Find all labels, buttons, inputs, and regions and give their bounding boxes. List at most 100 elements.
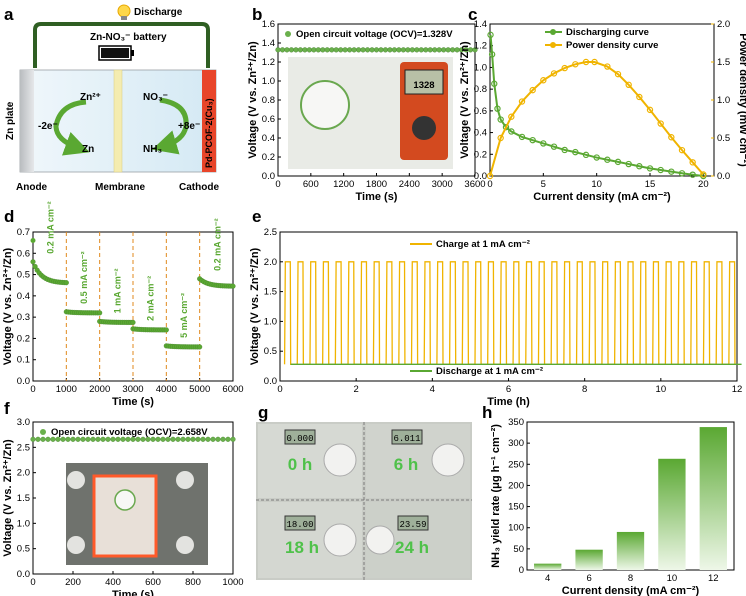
data-point <box>508 128 515 135</box>
data-point <box>572 61 579 68</box>
data-point <box>582 151 590 159</box>
bar <box>699 427 727 570</box>
y2-tick-label: 0.5 <box>717 133 730 144</box>
multimeter-display <box>391 429 423 445</box>
data-point <box>518 98 526 105</box>
anode-label: Anode <box>16 182 48 193</box>
data-point <box>625 160 632 168</box>
x-tick-label: 0 <box>275 179 280 190</box>
ocv-point <box>150 436 156 442</box>
ocv-point <box>195 436 201 442</box>
data-point <box>636 163 643 170</box>
y-axis-label: Voltage (V vs. Zn²⁺/Zn) <box>459 41 471 159</box>
ocv-point <box>329 47 335 53</box>
y-axis-label: Voltage (V vs. Zn²⁺/Zn) <box>249 247 261 365</box>
y-axis-label: Voltage (V vs. Zn²⁺/Zn) <box>247 41 259 159</box>
legend-label: Charge at 1 mA cm⁻² <box>436 239 530 250</box>
y-tick-label: 0.0 <box>17 569 30 580</box>
data-point <box>668 168 675 175</box>
data-point <box>508 113 515 120</box>
x-tick-label: 10 <box>591 179 602 190</box>
data-point <box>625 81 632 89</box>
data-point <box>614 158 622 166</box>
ocv-point <box>80 436 86 442</box>
series-line-0 <box>489 34 704 177</box>
y-tick-label: 0.2 <box>474 149 487 160</box>
y-tick-label: 1.0 <box>262 76 275 87</box>
data-point <box>646 106 654 114</box>
time-label-6h: 6 h <box>394 455 419 474</box>
x-tick-label: 12 <box>732 384 743 395</box>
data-point <box>497 116 504 123</box>
ocv-point <box>55 436 61 442</box>
y-tick-label: 0.1 <box>17 355 30 366</box>
ocv-point <box>284 47 290 53</box>
led-frame <box>92 474 158 558</box>
panel-label-c: c <box>468 5 477 24</box>
cell <box>67 471 85 489</box>
multimeter-display <box>284 429 316 445</box>
chart-d: 0 1000 2000 3000 4000 5000 6000 0.0 0.1 0.2 0.3 0.4… <box>2 201 244 408</box>
ocv-point <box>185 436 191 442</box>
chart-h: h 0 50 100 150 200 250 300 350 4 6 8 10 12 Current den… <box>482 403 735 596</box>
x-tick-label: 5000 <box>189 384 210 395</box>
segment-label: 5 mA cm⁻² <box>179 293 189 338</box>
ocv-point <box>45 436 51 442</box>
ocv-point <box>135 436 141 442</box>
x-tick-label: 15 <box>645 179 656 190</box>
y-tick-label: 3.0 <box>17 417 30 428</box>
segment-label: 1 mA cm⁻² <box>112 268 122 313</box>
meter-reading: 0.000 <box>286 434 313 444</box>
y-tick-label: 0.6 <box>262 114 275 125</box>
y-tick-label: 0 <box>519 565 524 576</box>
x-tick-label: 6 <box>506 384 511 395</box>
ocv-point <box>288 47 295 53</box>
data-point <box>550 70 558 77</box>
x-tick-label: 6000 <box>222 384 243 395</box>
data-point <box>646 165 654 172</box>
x-axis-label: Time (s) <box>112 396 154 408</box>
x-tick-label: 0 <box>30 384 35 395</box>
ocv-point <box>65 436 71 442</box>
ocv-point <box>75 436 81 442</box>
cell <box>176 471 194 489</box>
data-point <box>604 156 611 163</box>
ocv-point <box>230 436 236 442</box>
ocv-point <box>175 436 181 442</box>
y-tick-label: 0.0 <box>262 171 275 182</box>
plus8e-label: +8e⁻ <box>178 121 200 132</box>
y-tick-label: 0.5 <box>17 270 30 281</box>
y-tick-label: 100 <box>508 523 524 534</box>
chart-c: 0 5 10 15 20 0.0 0.2 0.4 0.6 0.8 1.0 1.2 1.4 Current … <box>459 5 746 203</box>
cathode-caption: Cathode <box>179 182 219 193</box>
y-axis-label: NH₃ yield rate (μg h⁻¹ cm⁻²) <box>490 424 502 568</box>
legend-marker <box>550 29 556 35</box>
ocv-point <box>311 47 317 53</box>
time-label-0h: 0 h <box>288 455 313 474</box>
panel-label-g: g <box>258 403 268 422</box>
data-point <box>97 310 103 316</box>
data-point <box>689 171 696 178</box>
panel-label-f: f <box>4 399 10 418</box>
ocv-point <box>320 47 326 53</box>
series-line-1 <box>489 61 705 177</box>
chart-f: 0 200 400 600 800 1000 0.0 0.5 1.0 1.5 2.0 2.5 3.0 Ti… <box>2 399 244 596</box>
zn-plate <box>20 70 34 172</box>
y-tick-label: 1.0 <box>17 518 30 529</box>
multimeter-display <box>404 69 444 95</box>
photo-0h: 0.000 0 h <box>258 424 362 498</box>
ocv-point <box>409 47 415 53</box>
time-label-18h: 18 h <box>285 538 319 557</box>
y-tick-label: 0.7 <box>17 227 30 238</box>
x-tick-label: 4 <box>430 384 435 395</box>
legend-label: Discharging curve <box>566 27 649 38</box>
x-tick-label: 6 <box>586 573 591 584</box>
university-seal <box>300 80 350 130</box>
data-point <box>550 143 558 150</box>
y-tick-label: 1.0 <box>474 62 487 73</box>
ocv-point <box>205 436 211 442</box>
x-tick-label: 3000 <box>122 384 143 395</box>
ocv-point <box>130 436 136 442</box>
x-tick-label: 600 <box>145 577 161 588</box>
